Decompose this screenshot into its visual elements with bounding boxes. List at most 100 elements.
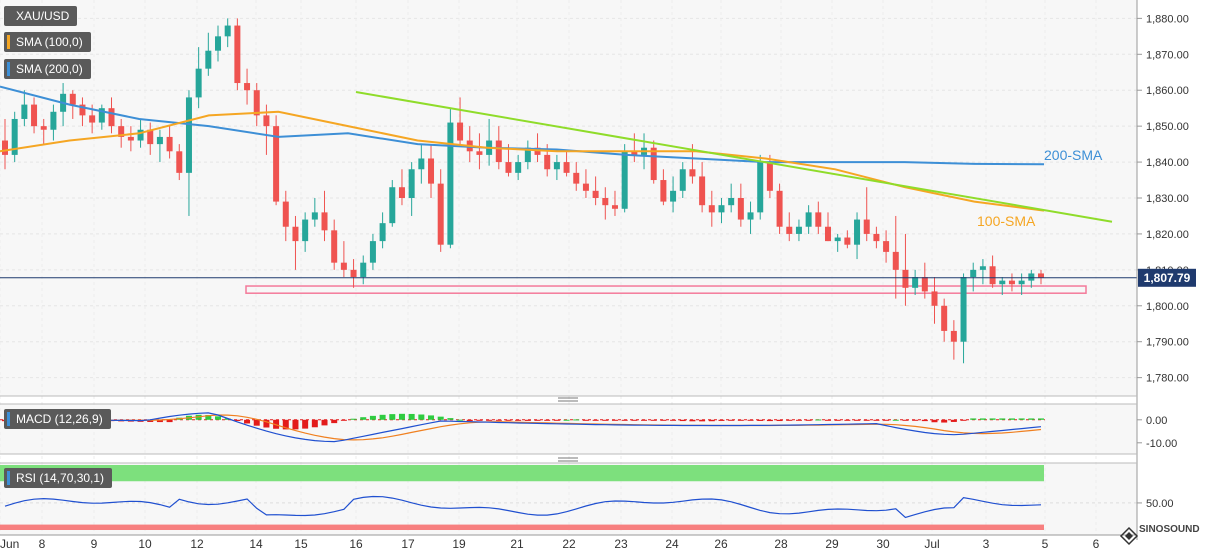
candle xyxy=(902,233,909,306)
macd-histogram-bar xyxy=(999,418,1006,420)
macd-histogram-bar xyxy=(970,418,977,420)
macd-swatch xyxy=(7,412,10,426)
x-tick-label: 30 xyxy=(876,537,890,551)
macd-histogram-bar xyxy=(863,419,870,421)
macd-histogram-bar xyxy=(718,419,725,421)
macd-histogram-bar xyxy=(234,419,241,421)
sma100-legend-label: SMA (100,0) xyxy=(16,35,83,49)
macd-histogram-bar xyxy=(408,413,415,420)
candle xyxy=(234,18,241,91)
x-tick-label: 26 xyxy=(714,537,728,551)
macd-histogram-bar xyxy=(263,419,270,428)
macd-histogram-bar xyxy=(892,419,899,421)
candle xyxy=(147,122,154,155)
price-tick-label: 1,820.00 xyxy=(1146,229,1189,241)
macd-histogram-bar xyxy=(641,419,648,421)
candle xyxy=(1037,269,1045,285)
price-tick-label: 1,860.00 xyxy=(1146,85,1189,97)
macd-pane xyxy=(0,412,1045,443)
macd-histogram-bar xyxy=(670,419,677,421)
macd-line xyxy=(4,412,1042,443)
x-tick-label: 23 xyxy=(614,537,628,551)
candle xyxy=(369,233,376,270)
x-tick-label: 22 xyxy=(562,537,576,551)
macd-histogram-bar xyxy=(1037,418,1045,420)
macd-histogram-bar xyxy=(544,419,551,421)
sma100-legend[interactable]: SMA (100,0) xyxy=(4,32,91,52)
rsi-overbought-zone xyxy=(0,465,1044,482)
macd-histogram-bar xyxy=(379,414,386,420)
price-tick-label: 1,800.00 xyxy=(1146,301,1189,313)
candle xyxy=(273,115,280,206)
macd-histogram-bar xyxy=(689,419,696,422)
macd-histogram-bar xyxy=(737,419,744,421)
x-tick-label: 24 xyxy=(665,537,679,551)
macd-histogram-bar xyxy=(398,413,405,420)
macd-histogram-bar xyxy=(834,419,841,421)
macd-histogram-bar xyxy=(602,419,609,421)
pane-splitter-1[interactable] xyxy=(558,397,578,402)
candle xyxy=(553,154,560,181)
candle xyxy=(350,259,357,288)
symbol-legend[interactable]: XAU/USD xyxy=(4,6,78,26)
macd-histogram-bar xyxy=(776,419,783,422)
candle xyxy=(912,269,919,295)
candle xyxy=(21,90,28,127)
last-price-badge: 1,807.79 xyxy=(1138,268,1196,287)
candle xyxy=(176,144,183,181)
macd-histogram-bar xyxy=(902,419,909,421)
symbol-label: XAU/USD xyxy=(16,9,70,23)
candle xyxy=(437,169,444,252)
macd-histogram-bar xyxy=(679,419,686,422)
candle xyxy=(360,255,367,285)
macd-histogram-bar xyxy=(311,419,318,428)
sma200-legend[interactable]: SMA (200,0) xyxy=(4,59,91,79)
candle xyxy=(611,190,618,216)
sma200-swatch xyxy=(7,62,10,76)
candle xyxy=(398,169,405,206)
rsi-legend[interactable]: RSI (14,70,30,1) xyxy=(4,468,113,488)
candle xyxy=(757,154,764,220)
candle xyxy=(156,129,163,163)
macd-histogram-bar xyxy=(340,419,347,421)
candle xyxy=(921,262,928,299)
rsi-line xyxy=(4,495,1042,519)
rsi-tick-label: 50.00 xyxy=(1146,498,1174,510)
macd-legend[interactable]: MACD (12,26,9) xyxy=(4,409,111,429)
candle xyxy=(873,226,880,249)
macd-histogram-bar xyxy=(592,419,599,421)
macd-histogram-bar xyxy=(960,419,967,421)
candle xyxy=(50,104,57,141)
rsi-pane xyxy=(0,465,1044,530)
macd-histogram-bar xyxy=(495,419,502,421)
candle xyxy=(592,176,599,206)
x-tick-label: 17 xyxy=(401,537,415,551)
pane-splitter-2[interactable] xyxy=(558,457,578,462)
candle xyxy=(166,126,173,159)
price-tick-label: 1,850.00 xyxy=(1146,121,1189,133)
macd-histogram-bar xyxy=(989,418,996,420)
sma100-annotation: 100-SMA xyxy=(977,213,1036,229)
macd-histogram-bar xyxy=(631,419,638,421)
candle xyxy=(834,233,841,252)
macd-histogram-bar xyxy=(486,419,493,421)
macd-histogram-bar xyxy=(505,419,512,421)
macd-histogram-bar xyxy=(524,419,531,421)
candle xyxy=(1008,273,1015,292)
macd-histogram-bar xyxy=(573,419,580,421)
candle xyxy=(960,273,967,364)
candle xyxy=(1028,269,1035,288)
candle xyxy=(573,162,580,191)
macd-histogram-bar xyxy=(428,415,435,420)
candle xyxy=(883,230,890,263)
candle xyxy=(582,169,589,198)
macd-histogram-bar xyxy=(369,415,376,420)
macd-histogram-bar xyxy=(979,418,986,420)
watermark-logo-icon xyxy=(1119,526,1139,546)
candles xyxy=(1,18,1045,364)
macd-histogram-bar xyxy=(699,419,706,422)
macd-histogram-bar xyxy=(708,419,715,422)
candle xyxy=(408,162,415,216)
